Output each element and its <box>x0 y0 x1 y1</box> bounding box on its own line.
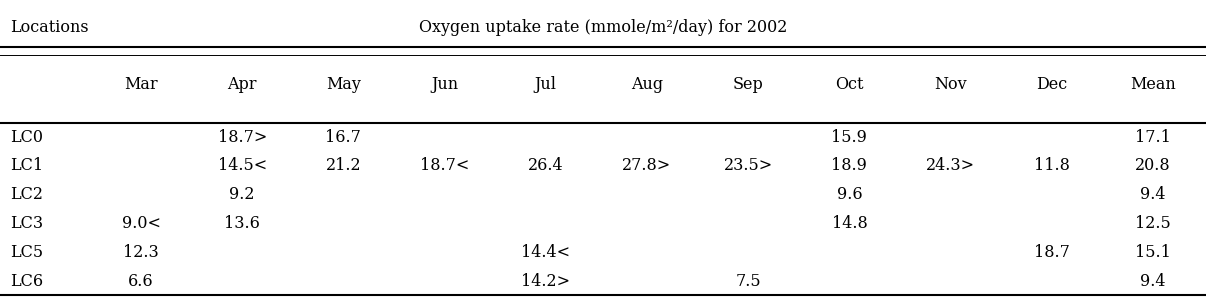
Text: 9.0<: 9.0< <box>122 215 160 232</box>
Text: 16.7: 16.7 <box>326 128 362 146</box>
Text: 18.7<: 18.7< <box>420 157 469 175</box>
Text: 18.7: 18.7 <box>1034 244 1070 261</box>
Text: Sep: Sep <box>733 76 763 93</box>
Text: LC0: LC0 <box>10 128 42 146</box>
Text: Apr: Apr <box>228 76 257 93</box>
Text: 14.5<: 14.5< <box>217 157 267 175</box>
Text: 24.3>: 24.3> <box>926 157 976 175</box>
Text: 15.9: 15.9 <box>831 128 867 146</box>
Text: 7.5: 7.5 <box>736 272 761 290</box>
Text: 14.8: 14.8 <box>831 215 867 232</box>
Text: LC2: LC2 <box>10 186 42 203</box>
Text: Mar: Mar <box>124 76 158 93</box>
Text: 9.4: 9.4 <box>1140 186 1166 203</box>
Text: 18.7>: 18.7> <box>217 128 267 146</box>
Text: Oct: Oct <box>836 76 863 93</box>
Text: Dec: Dec <box>1036 76 1067 93</box>
Text: Aug: Aug <box>631 76 663 93</box>
Text: 23.5>: 23.5> <box>724 157 773 175</box>
Text: Jun: Jun <box>431 76 458 93</box>
Text: 6.6: 6.6 <box>128 272 154 290</box>
Text: 9.4: 9.4 <box>1140 272 1166 290</box>
Text: 12.5: 12.5 <box>1135 215 1171 232</box>
Text: 21.2: 21.2 <box>326 157 362 175</box>
Text: 9.6: 9.6 <box>837 186 862 203</box>
Text: LC1: LC1 <box>10 157 42 175</box>
Text: Nov: Nov <box>935 76 967 93</box>
Text: 14.4<: 14.4< <box>521 244 570 261</box>
Text: 9.2: 9.2 <box>229 186 254 203</box>
Text: 11.8: 11.8 <box>1034 157 1070 175</box>
Text: 20.8: 20.8 <box>1135 157 1171 175</box>
Text: 12.3: 12.3 <box>123 244 159 261</box>
Text: 26.4: 26.4 <box>528 157 563 175</box>
Text: 18.9: 18.9 <box>831 157 867 175</box>
Text: Mean: Mean <box>1130 76 1176 93</box>
Text: May: May <box>326 76 361 93</box>
Text: LC6: LC6 <box>10 272 42 290</box>
Text: 15.1: 15.1 <box>1135 244 1171 261</box>
Text: LC3: LC3 <box>10 215 42 232</box>
Text: Oxygen uptake rate (mmole/m²/day) for 2002: Oxygen uptake rate (mmole/m²/day) for 20… <box>418 19 788 36</box>
Text: 27.8>: 27.8> <box>622 157 672 175</box>
Text: 17.1: 17.1 <box>1135 128 1171 146</box>
Text: LC5: LC5 <box>10 244 42 261</box>
Text: Locations: Locations <box>10 19 88 36</box>
Text: 14.2>: 14.2> <box>521 272 570 290</box>
Text: Jul: Jul <box>534 76 557 93</box>
Text: 13.6: 13.6 <box>224 215 260 232</box>
